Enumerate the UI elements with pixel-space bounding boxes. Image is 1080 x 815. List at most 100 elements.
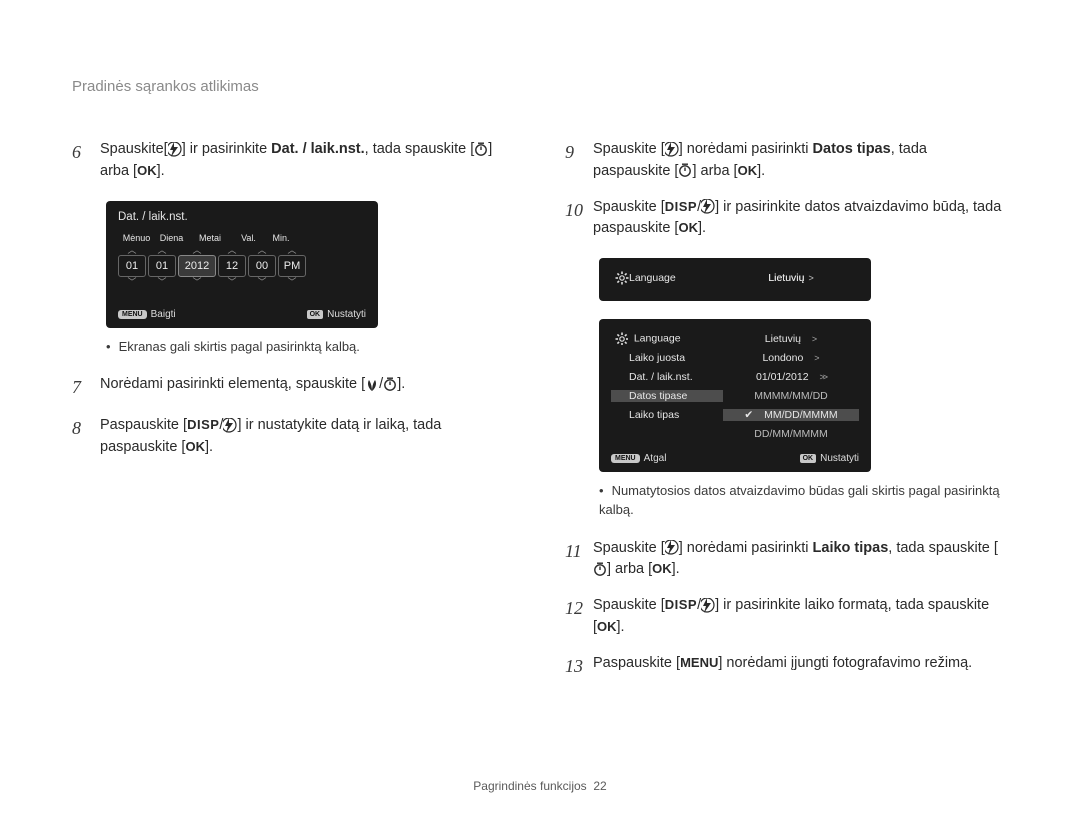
step-13: 13 Paspauskite [MENU] norėdami įjungti f… [565, 653, 1008, 680]
chevron-down-icon[interactable]: ﹀ [148, 277, 176, 287]
bold: Dat. / laik.nst. [271, 141, 364, 157]
footer-left[interactable]: MENUAtgal [611, 453, 666, 464]
text: , tada spauskite [ [365, 141, 475, 157]
text: Norėdami pasirinkti elementą, spauskite … [100, 376, 365, 392]
step-num: 12 [565, 595, 593, 639]
menu-right: Lietuvių > [723, 333, 859, 345]
footer-left[interactable]: MENU Baigti [118, 309, 176, 320]
menu-left: Laiko juosta [611, 352, 723, 364]
step-num: 11 [565, 538, 593, 582]
label: Baigti [151, 309, 176, 320]
chevron-down-icon[interactable]: ﹀ [248, 277, 276, 287]
text: Spauskite[ [100, 141, 168, 157]
chevron-up-icon[interactable]: ︿ [178, 245, 216, 255]
step-8: 8 Paspauskite [DISP/] ir nustatykite dat… [72, 415, 515, 459]
cell: 01 [118, 255, 146, 277]
lcd-footer: MENUAtgal OKNustatyti [611, 449, 859, 464]
step-num: 8 [72, 415, 100, 459]
spinner[interactable]: ︿01﹀ [148, 245, 176, 287]
step-7: 7 Norėdami pasirinkti elementą, spauskit… [72, 374, 515, 401]
timer-icon [383, 377, 397, 392]
ok-icon: OK [185, 439, 205, 454]
menu-row[interactable]: DD/MM/MMMM [611, 424, 859, 443]
label: Londono [762, 352, 803, 364]
label: Nustatyti [820, 453, 859, 464]
chevron-up-icon[interactable]: ︿ [218, 245, 246, 255]
chevron-right-icon: > [808, 273, 813, 283]
spinner[interactable]: ︿2012﹀ [178, 245, 216, 287]
chevron-down-icon[interactable]: ﹀ [178, 277, 216, 287]
menu-left: Dat. / laik.nst. [611, 371, 723, 383]
cell-active: 2012 [178, 255, 216, 277]
menu-row[interactable]: Dat. / laik.nst. 01/01/2012 >> [611, 367, 859, 386]
step-9: 9 Spauskite [] norėdami pasirinkti Datos… [565, 139, 1008, 183]
footer-right[interactable]: OKNustatyti [307, 309, 366, 320]
step-num: 7 [72, 374, 100, 401]
cell: 12 [218, 255, 246, 277]
text: ] norėdami pasirinkti [679, 141, 813, 157]
label: Metai [190, 233, 230, 243]
chevron-up-icon[interactable]: ︿ [248, 245, 276, 255]
check-icon: ✔ [744, 409, 753, 421]
text: ]. [157, 163, 165, 179]
lcd-settings-menu: Lietuvių> Language Lietuvių> [599, 258, 871, 301]
step-12: 12 Spauskite [DISP/] ir pasirinkite laik… [565, 595, 1008, 639]
spinner[interactable]: ︿00﹀ [248, 245, 276, 287]
ok-icon: OK [137, 163, 157, 178]
chevron-up-icon[interactable]: ︿ [278, 245, 306, 255]
step-10: 10 Spauskite [DISP/] ir pasirinkite dato… [565, 197, 1008, 241]
right-column: 9 Spauskite [] norėdami pasirinkti Datos… [565, 139, 1008, 694]
step-body: Spauskite [DISP/] ir pasirinkite laiko f… [593, 595, 1008, 639]
text: ]. [397, 376, 405, 392]
step-body: Spauskite [DISP/] ir pasirinkite datos a… [593, 197, 1008, 241]
footer-right[interactable]: OKNustatyti [800, 453, 859, 464]
label: Min. [267, 233, 295, 243]
menu-row[interactable]: Laiko juosta Londono > [611, 348, 859, 367]
spinner[interactable]: ︿12﹀ [218, 245, 246, 287]
text: Spauskite [ [593, 141, 665, 157]
text: Spauskite [ [593, 199, 665, 215]
disp-icon: DISP [665, 199, 697, 214]
label: Nustatyti [327, 309, 366, 320]
step-11: 11 Spauskite [] norėdami pasirinkti Laik… [565, 538, 1008, 582]
lcd-title: Dat. / laik.nst. [118, 211, 366, 223]
chevron-down-icon[interactable]: ﹀ [218, 277, 246, 287]
menu-right: Lietuvių> [723, 272, 859, 284]
text: ]. [757, 163, 765, 179]
chevron-up-icon[interactable]: ︿ [148, 245, 176, 255]
text: ]. [205, 439, 213, 455]
menu-row[interactable]: Laiko tipas ✔ MM/DD/MMMM [611, 405, 859, 424]
step-num: 6 [72, 139, 100, 183]
step-body: Paspauskite [DISP/] ir nustatykite datą … [100, 415, 515, 459]
label: MM/DD/MMMM [764, 409, 837, 421]
step-num: 10 [565, 197, 593, 241]
ok-pill: OK [800, 454, 817, 463]
step-body: Spauskite[] ir pasirinkite Dat. / laik.n… [100, 139, 515, 183]
spinner[interactable]: ︿01﹀ [118, 245, 146, 287]
gear-icon [615, 332, 628, 345]
menu-row[interactable]: Language Lietuvių> [611, 268, 859, 287]
label: Language [634, 332, 681, 344]
menu-pill: MENU [118, 310, 147, 319]
cell: PM [278, 255, 306, 277]
chevron-up-icon[interactable]: ︿ [118, 245, 146, 255]
menu-right: DD/MM/MMMM [723, 428, 859, 440]
bold: Laiko tipas [813, 540, 889, 556]
text: ]. [672, 561, 680, 577]
chevron-down-icon[interactable]: ﹀ [118, 277, 146, 287]
flash-icon [665, 142, 679, 157]
flash-icon [701, 199, 715, 214]
menu-row-selected[interactable]: Datos tipase MMMM/MM/DD [611, 386, 859, 405]
note: Numatytosios datos atvaizdavimo būdas ga… [599, 482, 1008, 520]
text: , tada spauskite [ [888, 540, 998, 556]
label: Atgal [644, 453, 667, 464]
double-chevron-icon: >> [819, 372, 826, 382]
spinner[interactable]: ︿PM﹀ [278, 245, 306, 287]
chevron-down-icon[interactable]: ﹀ [278, 277, 306, 287]
menu-row[interactable]: Language Lietuvių > [611, 329, 859, 348]
macro-icon [365, 378, 379, 392]
cell: 00 [248, 255, 276, 277]
lcd-datetime: Dat. / laik.nst. Mėnuo Diena Metai Val. … [106, 201, 378, 328]
disp-icon: DISP [665, 597, 697, 612]
flash-icon [223, 418, 237, 433]
